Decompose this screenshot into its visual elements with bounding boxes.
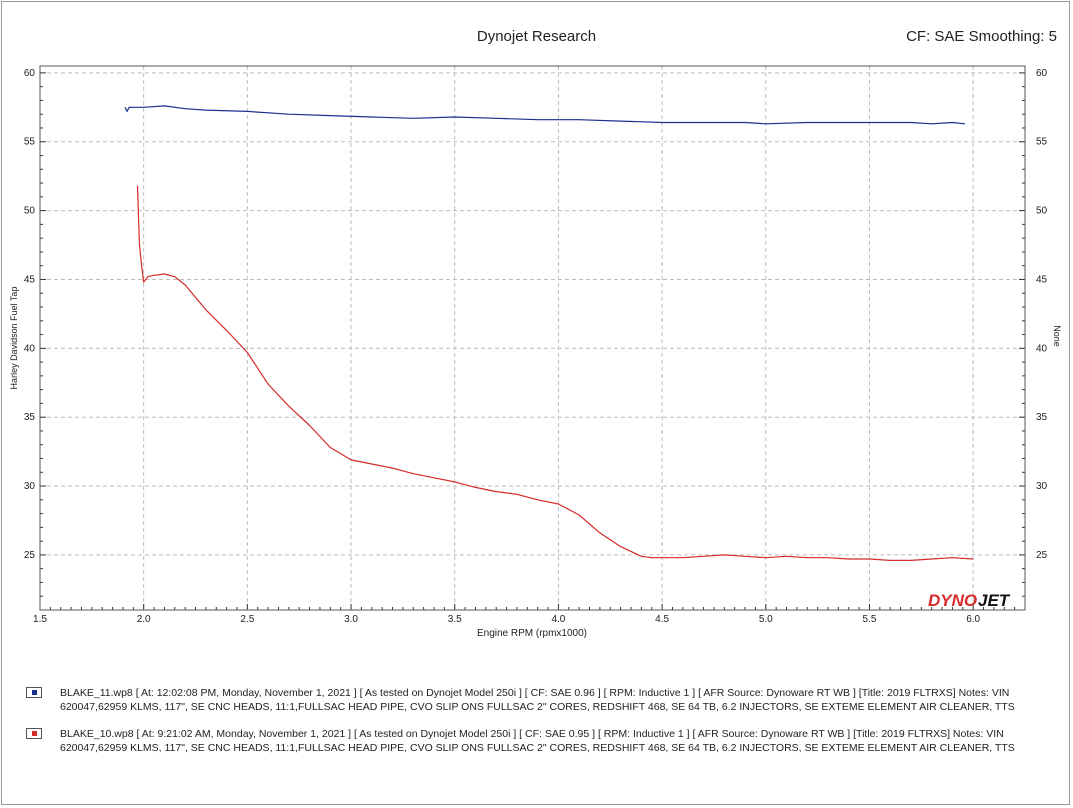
y-tick-label-left: 25 — [24, 550, 36, 561]
chart-title: Dynojet Research — [476, 28, 597, 45]
legend-text-blake-11: BLAKE_11.wp8 [ At: 12:02:08 PM, Monday, … — [60, 687, 1015, 713]
plot-border — [39, 65, 1026, 611]
dynojet-logo: DYNO JET — [928, 591, 1011, 610]
y-tick-label-right: 50 — [1036, 206, 1048, 217]
x-tick-label: 5.5 — [863, 614, 877, 625]
y-tick-label-left: 45 — [24, 274, 36, 285]
y-tick-label-left: 60 — [24, 68, 36, 79]
y-tick-label-left: 40 — [24, 343, 36, 354]
legend-text-blake-10: BLAKE_10.wp8 [ At: 9:21:02 AM, Monday, N… — [60, 728, 1015, 754]
x-tick-label: 3.0 — [344, 614, 358, 625]
y-tick-label-right: 30 — [1036, 481, 1048, 492]
y-tick-label-right: 40 — [1036, 343, 1048, 354]
logo-text-jet: JET — [978, 591, 1011, 610]
y-tick-label-left: 30 — [24, 481, 36, 492]
correction-factor-info: CF: SAE Smoothing: 5 — [906, 28, 1057, 45]
axes: 1.5 2.0 2.5 3.0 3.5 4.0 4.5 5.0 5.5 6.0 25 25 30 30 35… — [24, 65, 1048, 625]
series-layer — [124, 105, 974, 561]
x-tick-label: 6.0 — [966, 614, 980, 625]
series-line-blake-10-wp8 — [136, 185, 974, 561]
y-tick-label-right: 60 — [1036, 68, 1048, 79]
legend-swatch-blue[interactable] — [26, 687, 42, 698]
chart-svg: 1.5 2.0 2.5 3.0 3.5 4.0 4.5 5.0 5.5 6.0 25 25 30 30 35… — [9, 65, 1062, 639]
x-tick-label: 2.5 — [240, 614, 254, 625]
x-tick-label: 1.5 — [33, 614, 47, 625]
y-axis-right-label: None — [1052, 325, 1062, 347]
x-tick-label: 4.0 — [551, 614, 565, 625]
logo-text-dyno: DYNO — [928, 591, 977, 610]
x-axis-label: Engine RPM (rpmx1000) — [477, 628, 587, 639]
plot-background — [40, 66, 1025, 610]
x-tick-label: 2.0 — [137, 614, 151, 625]
y-tick-label-right: 55 — [1036, 137, 1048, 148]
x-tick-label: 3.5 — [448, 614, 462, 625]
y-tick-label-left: 35 — [24, 412, 36, 423]
x-tick-label: 5.0 — [759, 614, 773, 625]
x-tick-label: 4.5 — [655, 614, 669, 625]
y-tick-label-right: 25 — [1036, 550, 1048, 561]
y-tick-label-left: 50 — [24, 206, 36, 217]
y-axis-label: Harley Davidson Fuel Tap — [9, 287, 19, 390]
legend-entry-red: BLAKE_10.wp8 [ At: 9:21:02 AM, Monday, N… — [22, 727, 1052, 755]
series-line-blake-11-wp8 — [124, 105, 965, 125]
y-tick-label-right: 45 — [1036, 274, 1048, 285]
y-tick-label-left: 55 — [24, 137, 36, 148]
y-tick-label-right: 35 — [1036, 412, 1048, 423]
legend-entry-blue: BLAKE_11.wp8 [ At: 12:02:08 PM, Monday, … — [22, 686, 1052, 714]
legend-swatch-red[interactable] — [26, 728, 42, 739]
grid-lines — [40, 66, 1025, 610]
